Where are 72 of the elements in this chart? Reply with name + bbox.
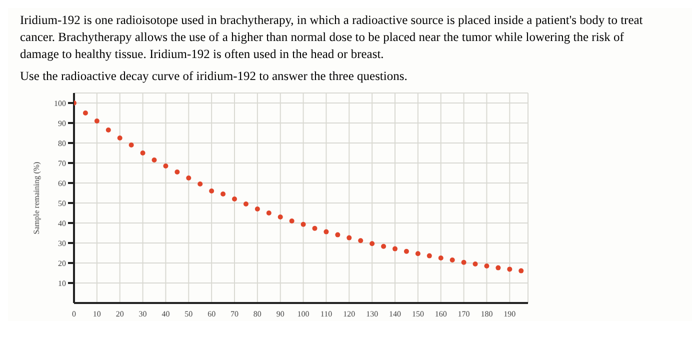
point	[300, 222, 306, 227]
y-tick-label: 20	[58, 258, 66, 268]
y-tick-label: 40	[58, 218, 66, 228]
x-tick-label: 10	[92, 310, 101, 319]
x-tick-label: 180	[480, 310, 493, 319]
point	[186, 176, 192, 180]
x-tick-label: 190	[504, 310, 516, 319]
x-tick-label: 70	[230, 310, 239, 319]
point	[450, 258, 455, 262]
point	[346, 235, 352, 240]
x-tick-label: 170	[458, 310, 470, 319]
point	[209, 188, 214, 194]
x-tick-label: 100	[297, 310, 310, 319]
point	[174, 170, 180, 174]
point	[392, 246, 398, 252]
point	[232, 196, 238, 202]
point	[438, 256, 444, 260]
point	[117, 136, 122, 140]
point	[312, 226, 318, 231]
y-tick-label: 10	[58, 278, 66, 288]
point	[461, 260, 466, 265]
point	[370, 241, 375, 246]
x-tick-label: 50	[184, 310, 193, 319]
x-tick-label: 150	[412, 310, 424, 319]
y-tick-label: 80	[58, 138, 66, 148]
point	[507, 266, 512, 272]
point	[518, 268, 524, 274]
point	[106, 128, 111, 132]
point	[324, 229, 329, 234]
point	[496, 265, 501, 270]
x-tick-label: 140	[389, 310, 402, 319]
x-tick-label: 40	[162, 310, 170, 319]
point	[198, 182, 203, 186]
y-tick-label: 50	[58, 198, 66, 208]
point	[152, 158, 157, 162]
y-tick-label: 90	[58, 118, 66, 128]
point	[266, 210, 272, 216]
y-tick-label: 30	[58, 238, 66, 248]
point	[278, 214, 283, 220]
point	[128, 142, 134, 148]
y-tick-label: 70	[58, 158, 66, 168]
point	[415, 251, 420, 256]
point	[335, 232, 340, 238]
chart-subtitle: Use the radioactive decay curve of iridium-192 to answer the three questions.	[19, 68, 408, 85]
point	[163, 164, 168, 168]
point	[94, 118, 100, 124]
point	[243, 202, 248, 206]
point	[381, 244, 386, 249]
point	[404, 248, 409, 254]
x-tick-label: 90	[276, 310, 284, 319]
point	[220, 192, 226, 196]
point	[289, 218, 294, 224]
x-tick-label: 0	[72, 310, 76, 319]
x-tick-label: 110	[320, 310, 332, 319]
point	[484, 264, 490, 268]
y-axis-title: Sample remaining (%)	[32, 161, 41, 234]
x-tick-label: 30	[138, 310, 147, 319]
point	[254, 206, 260, 212]
chart-title: Iridium-192 is one radioisotope used in brachytherapy, in which a radioactive source is placed inside a patient's body to treat cancer. Brachytherapy allows the use of a higher than normal dose to be placed near the tumor while lowering the risk of damage to healthy tissue. Iridium-192 is often used in the head or breast.	[19, 12, 644, 63]
y-tick-label: 100	[54, 98, 66, 108]
x-tick-label: 80	[253, 310, 262, 319]
point	[426, 253, 432, 258]
x-tick-label: 120	[343, 310, 356, 319]
point	[82, 110, 88, 116]
x-tick-label: 160	[434, 310, 447, 319]
x-tick-label: 20	[116, 310, 124, 319]
point	[472, 262, 478, 266]
x-tick-label: 60	[208, 310, 216, 319]
point	[358, 238, 364, 244]
point	[140, 150, 146, 156]
y-tick-label: 60	[58, 178, 66, 188]
x-tick-label: 130	[366, 310, 378, 319]
